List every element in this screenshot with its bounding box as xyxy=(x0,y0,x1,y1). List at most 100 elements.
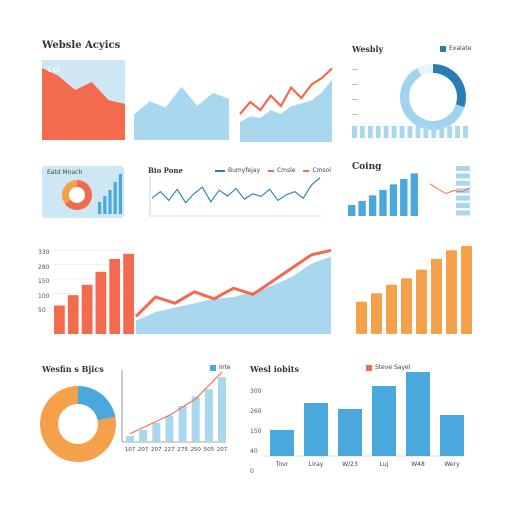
layered-area-chart[interactable] xyxy=(134,246,332,336)
bar xyxy=(456,166,470,171)
coing-bar-chart[interactable] xyxy=(348,172,420,218)
donut-slice xyxy=(433,64,466,108)
bar xyxy=(103,196,107,214)
bottom-left-title: Wesfin s Bjics xyxy=(42,364,104,374)
coing-red-line xyxy=(429,183,471,195)
bar xyxy=(456,173,470,179)
bar xyxy=(218,377,226,442)
legend-label: Inte xyxy=(219,364,231,371)
x-tick-label: W48 xyxy=(411,461,425,468)
y-tick: 330 xyxy=(38,249,50,256)
revenue-area-panel[interactable]: Let xyxy=(42,60,125,140)
bar xyxy=(389,184,398,216)
bar xyxy=(371,293,382,334)
bar xyxy=(356,301,367,334)
x-tick-label: Tovr xyxy=(275,461,289,468)
bottom-right-title: Wesl iobits xyxy=(250,364,299,374)
bar xyxy=(139,430,148,442)
bar xyxy=(109,258,121,334)
coing-side-bars xyxy=(456,166,470,216)
bottom-left-legend: Inte xyxy=(210,364,231,371)
x-tick-label: Liray xyxy=(309,461,324,468)
x-tick-label: 250 xyxy=(190,447,201,453)
traffic-area-chart[interactable] xyxy=(134,80,229,140)
bar xyxy=(391,126,397,138)
page-title: Websle Acyics xyxy=(42,40,121,51)
donut-slice xyxy=(400,68,465,130)
x-tick-label: Luj xyxy=(380,461,389,468)
y-tick: 40 xyxy=(250,448,258,455)
orange-bar-chart[interactable] xyxy=(356,246,474,336)
line-chart-title: Bio Pone xyxy=(148,166,183,175)
x-tick-label: 207 xyxy=(151,447,162,453)
bar xyxy=(191,396,200,442)
series-line xyxy=(129,371,223,435)
bottom-donut-chart[interactable] xyxy=(38,384,118,464)
bar xyxy=(406,372,430,456)
donut-slice xyxy=(62,180,77,204)
donut-slice xyxy=(64,180,92,210)
area-fill xyxy=(136,256,331,334)
bar xyxy=(113,182,117,214)
bottom-bar-line-chart[interactable]: 107 207 207 227 275 250 505 207 xyxy=(116,370,234,460)
bar xyxy=(367,126,373,138)
bar xyxy=(98,202,102,214)
bar xyxy=(123,253,134,334)
bar xyxy=(67,295,79,334)
x-tick-label: 227 xyxy=(164,447,175,453)
growth-area-chart[interactable] xyxy=(239,62,333,142)
bar xyxy=(461,246,472,334)
series-line xyxy=(429,183,471,195)
x-tick-label: 505 xyxy=(204,447,215,453)
bar xyxy=(204,389,213,442)
bar xyxy=(456,203,470,208)
share-donut-chart[interactable] xyxy=(398,62,468,132)
bar xyxy=(383,126,389,138)
legend-swatch xyxy=(366,364,372,371)
legend-item-2: Cmsle xyxy=(276,167,296,174)
donut-legend: Exalate xyxy=(440,45,471,52)
area-fill xyxy=(240,79,332,142)
bar xyxy=(455,126,460,138)
legend-label: Exalate xyxy=(449,45,472,52)
donut-title: Wesbly xyxy=(352,44,384,54)
legend-line-swatch xyxy=(303,169,310,172)
x-tick-label: W/23 xyxy=(342,461,358,468)
revenue-area-chart xyxy=(42,68,125,140)
bar xyxy=(359,126,365,138)
coing-title: Coing xyxy=(352,162,382,172)
bar xyxy=(456,195,470,201)
bottom-right-y-axis: 300 260 150 40 0 xyxy=(250,382,261,482)
bar xyxy=(338,409,362,456)
bar xyxy=(118,174,122,214)
series-line xyxy=(134,248,332,318)
row3-y-axis: 330 280 150 100 50 xyxy=(38,246,49,319)
legend-item-1: Bumyfejay xyxy=(228,167,261,174)
bar xyxy=(400,178,408,216)
legend-line-swatch xyxy=(215,169,225,172)
category-bar-chart[interactable]: Tovr Liray W/23 Luj W48 Wery xyxy=(264,368,474,468)
bar xyxy=(178,406,187,442)
legend-item-3: Cmsol xyxy=(312,167,331,174)
bar xyxy=(456,188,470,194)
revenue-panel-label: Let xyxy=(48,65,61,74)
coral-bar-chart[interactable] xyxy=(54,246,139,336)
bar xyxy=(439,126,445,138)
bar xyxy=(372,386,396,456)
bar xyxy=(447,126,453,138)
bar xyxy=(415,126,421,138)
trend-line-chart[interactable] xyxy=(146,176,326,222)
bar xyxy=(375,126,381,138)
mini-summary-panel[interactable]: Eatd Mnach xyxy=(42,166,124,218)
bar xyxy=(410,173,418,216)
y-tick: 300 xyxy=(250,388,262,395)
x-tick-label: 207 xyxy=(217,447,228,453)
mini-donut-chart xyxy=(62,180,92,210)
donut-hole xyxy=(69,187,85,203)
bar xyxy=(379,189,387,216)
bar xyxy=(165,415,174,442)
series-line xyxy=(239,67,333,115)
y-tick: 150 xyxy=(250,428,262,435)
bar xyxy=(368,195,377,216)
